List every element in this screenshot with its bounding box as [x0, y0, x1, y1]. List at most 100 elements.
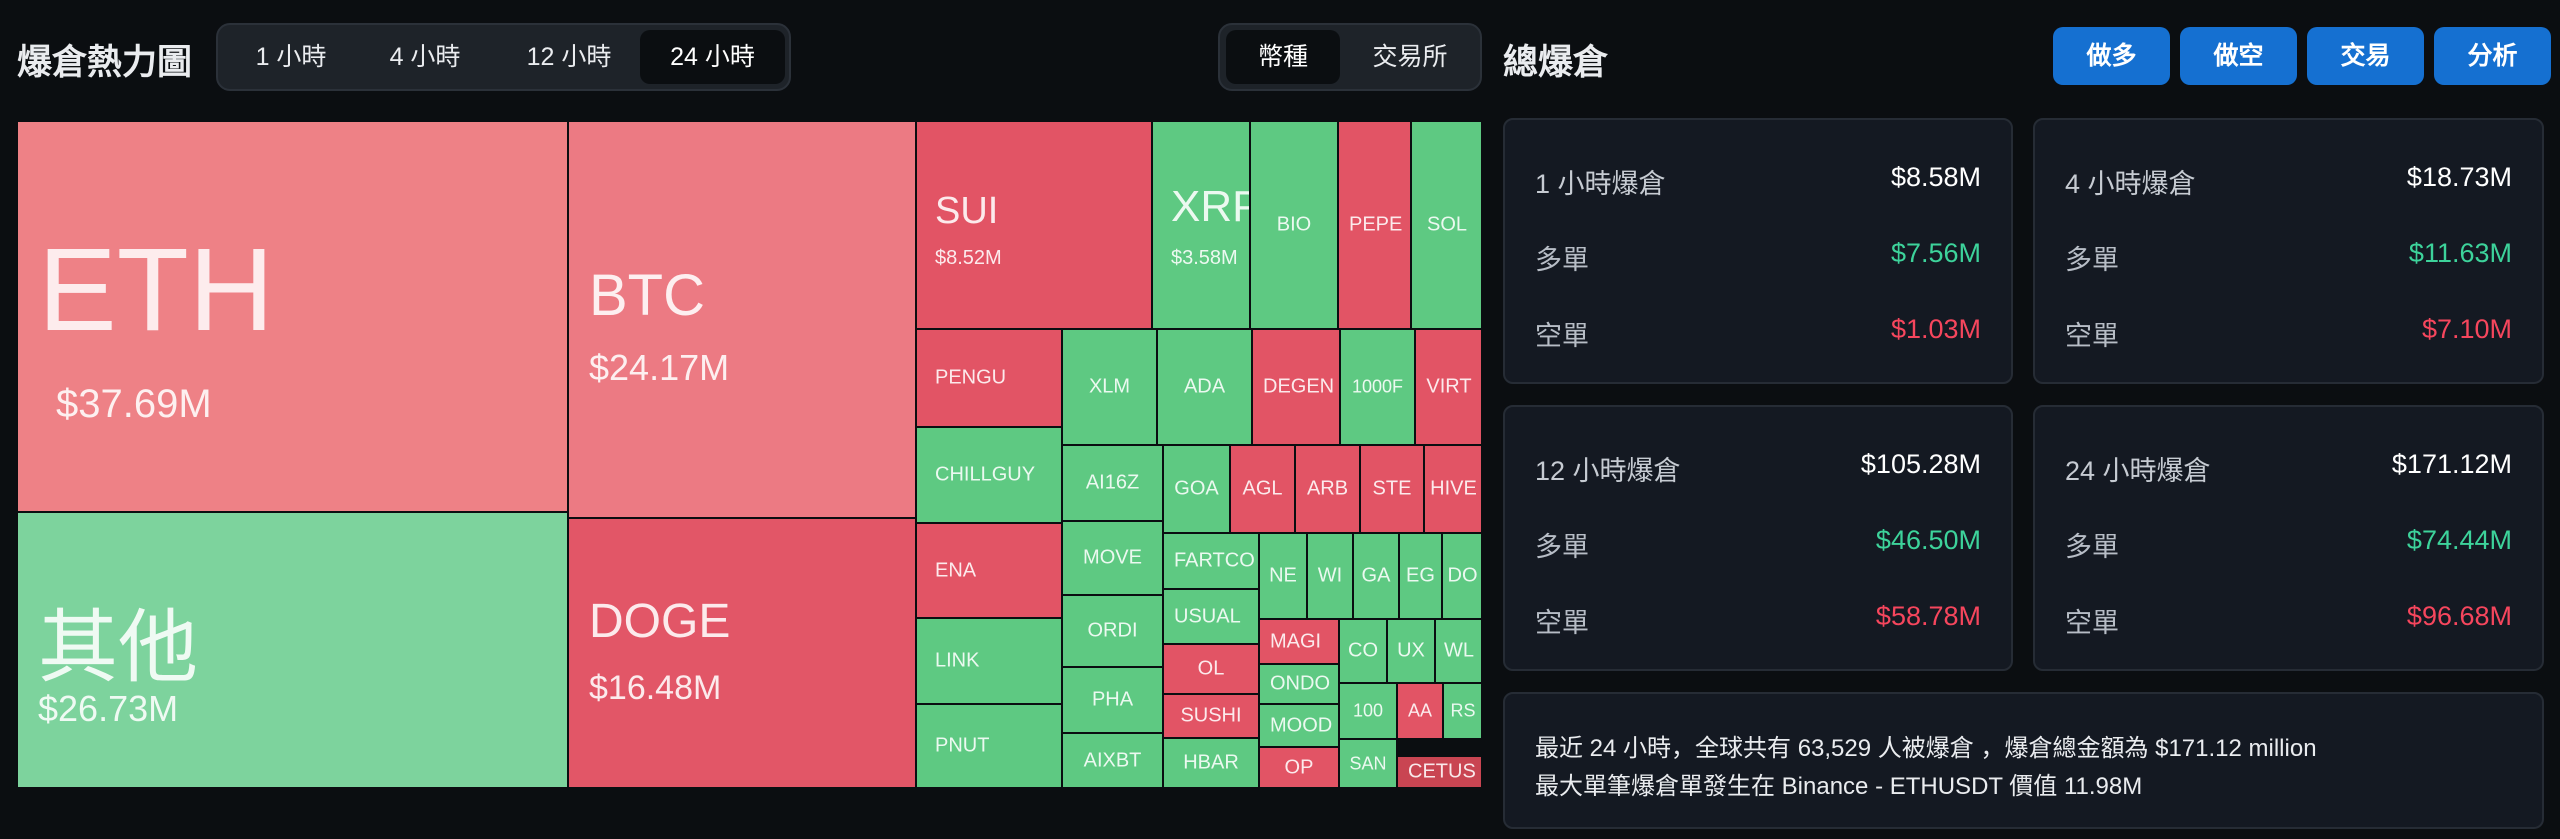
heatmap-tile[interactable]: AGL [1230, 445, 1295, 533]
heatmap-tile[interactable]: ADA [1157, 329, 1252, 445]
heatmap-title: 爆倉熱力圖 [17, 43, 193, 82]
heatmap-tile[interactable]: MAGI [1259, 619, 1339, 664]
heatmap-tile[interactable]: GOA [1163, 445, 1230, 533]
tile-symbol: 其他 [38, 603, 198, 692]
long-button[interactable]: 做多 [2053, 27, 2170, 85]
heatmap-tile[interactable]: AI16Z [1062, 445, 1163, 521]
tile-symbol: 100 [1352, 700, 1384, 721]
tab-coin[interactable]: 幣種 [1226, 30, 1340, 84]
trade-button[interactable]: 交易 [2307, 27, 2424, 85]
heatmap-tile[interactable]: UX [1387, 619, 1435, 683]
tab-12h[interactable]: 12 小時 [526, 43, 612, 71]
tile-value: $37.69M [56, 382, 212, 426]
time-range-tabs: 1 小時 4 小時 12 小時 24 小時 [216, 23, 791, 91]
heatmap-tile[interactable]: MOOD [1259, 704, 1339, 747]
tile-symbol: DEGEN [1263, 375, 1335, 398]
card-label: 12 小時爆倉 [1535, 456, 1681, 486]
tile-symbol: ONDO [1270, 672, 1330, 695]
heatmap-tile[interactable]: 100 [1339, 683, 1397, 739]
heatmap-tile[interactable]: 其他 $26.73M [17, 512, 568, 788]
card-12h-liquidation: 12 小時爆倉 $105.28M 多單 $46.50M 空單 $58.78M [1503, 405, 2013, 671]
tile-symbol: CETUS [1408, 760, 1476, 783]
tile-symbol: DOGE [589, 595, 731, 648]
heatmap-tile[interactable]: OP [1259, 747, 1339, 788]
tile-symbol: RS [1450, 700, 1476, 721]
heatmap-tile[interactable]: USUAL [1163, 589, 1259, 644]
short-value: $1.03M [1890, 314, 1981, 344]
tile-symbol: OP [1284, 756, 1314, 778]
heatmap-tile[interactable]: PNUT [916, 704, 1062, 788]
long-value: $74.44M [2406, 525, 2512, 555]
tile-symbol: NE [1269, 564, 1297, 587]
heatmap-tile[interactable]: VIRT [1415, 329, 1481, 445]
heatmap-tile[interactable]: GA [1353, 533, 1399, 619]
heatmap-tile[interactable]: BTC $24.17M [568, 121, 916, 518]
heatmap-tile[interactable]: EG [1399, 533, 1442, 619]
heatmap-tile[interactable]: 1000F [1340, 329, 1415, 445]
long-label: 多單 [2065, 532, 2119, 562]
heatmap-tile[interactable]: ETH $37.69M [17, 121, 568, 512]
long-value: $11.63M [2408, 238, 2512, 268]
heatmap-tile[interactable]: SUI $8.52M [916, 121, 1152, 329]
heatmap-tile[interactable]: LINK [916, 618, 1062, 704]
heatmap-tile[interactable]: ORDI [1062, 595, 1163, 667]
short-label: 空單 [1535, 321, 1589, 351]
heatmap-tile[interactable]: ONDO [1259, 664, 1339, 704]
tile-symbol: CO [1348, 639, 1378, 662]
heatmap-tile[interactable]: DOGE $16.48M [568, 518, 916, 788]
tile-symbol: OL [1197, 657, 1225, 680]
heatmap-tile[interactable]: ARB [1295, 445, 1360, 533]
heatmap-tile[interactable]: ENA [916, 523, 1062, 618]
heatmap-tile[interactable]: NE [1259, 533, 1307, 619]
tab-4h[interactable]: 4 小時 [389, 43, 461, 71]
tile-symbol: SOL [1426, 213, 1468, 236]
tile-symbol: HIVE [1430, 477, 1477, 500]
heatmap-tile[interactable]: DO [1442, 533, 1481, 619]
tile-symbol: ETH [38, 224, 274, 356]
tile-symbol: WL [1444, 639, 1474, 662]
tile-symbol: GOA [1174, 477, 1219, 500]
heatmap-tile[interactable]: OL [1163, 644, 1259, 694]
short-value: $96.68M [2406, 601, 2512, 631]
short-button[interactable]: 做空 [2180, 27, 2297, 85]
heatmap-tile[interactable]: XLM [1062, 329, 1157, 445]
tile-symbol: MAGI [1270, 630, 1322, 652]
short-value: $7.10M [2421, 314, 2512, 344]
heatmap-tile[interactable]: WL [1435, 619, 1481, 683]
tile-symbol: AGL [1242, 477, 1283, 500]
heatmap-tile[interactable]: FARTCO [1163, 533, 1259, 589]
heatmap-tile[interactable]: BIO [1250, 121, 1338, 329]
heatmap-tile[interactable]: DEGEN [1252, 329, 1340, 445]
tile-symbol: BIO [1276, 213, 1312, 236]
tab-1h[interactable]: 1 小時 [255, 43, 327, 71]
heatmap-tile[interactable]: STE [1360, 445, 1424, 533]
heatmap-tile[interactable]: SOL [1411, 121, 1481, 329]
heatmap-tile[interactable]: AIXBT [1062, 733, 1163, 788]
tile-symbol: UX [1397, 639, 1425, 662]
tile-symbol: SUI [935, 190, 999, 232]
heatmap-tile[interactable]: PHA [1062, 667, 1163, 733]
tile-symbol: AA [1407, 700, 1433, 721]
view-tabs: 幣種 交易所 [1218, 23, 1482, 91]
tab-24h[interactable]: 24 小時 [640, 30, 785, 84]
short-value: $58.78M [1875, 601, 1981, 631]
heatmap-tile[interactable]: SAN [1339, 739, 1397, 788]
heatmap-tile[interactable]: HIVE [1424, 445, 1481, 533]
heatmap-tile[interactable]: XRP $3.58M [1152, 121, 1250, 329]
tab-exchange[interactable]: 交易所 [1372, 43, 1448, 71]
heatmap-tile[interactable]: MOVE [1062, 521, 1163, 595]
heatmap-tile[interactable]: WI [1307, 533, 1353, 619]
heatmap-tile[interactable]: CETUS [1397, 756, 1481, 788]
heatmap-tile[interactable]: RS [1443, 683, 1481, 739]
heatmap-tile[interactable]: CO [1339, 619, 1387, 683]
analysis-button[interactable]: 分析 [2434, 27, 2551, 85]
heatmap-tile[interactable]: PEPE [1338, 121, 1411, 329]
tile-symbol: XLM [1088, 375, 1131, 398]
heatmap-tile[interactable]: HBAR [1163, 738, 1259, 788]
heatmap-tile[interactable]: CHILLGUY [916, 427, 1062, 523]
heatmap-tile[interactable]: PENGU [916, 329, 1062, 427]
heatmap-tile[interactable]: SUSHI [1163, 694, 1259, 738]
heatmap-tile[interactable]: AA [1397, 683, 1443, 739]
tile-symbol: DO [1447, 564, 1478, 587]
tile-symbol: STE [1372, 477, 1412, 500]
